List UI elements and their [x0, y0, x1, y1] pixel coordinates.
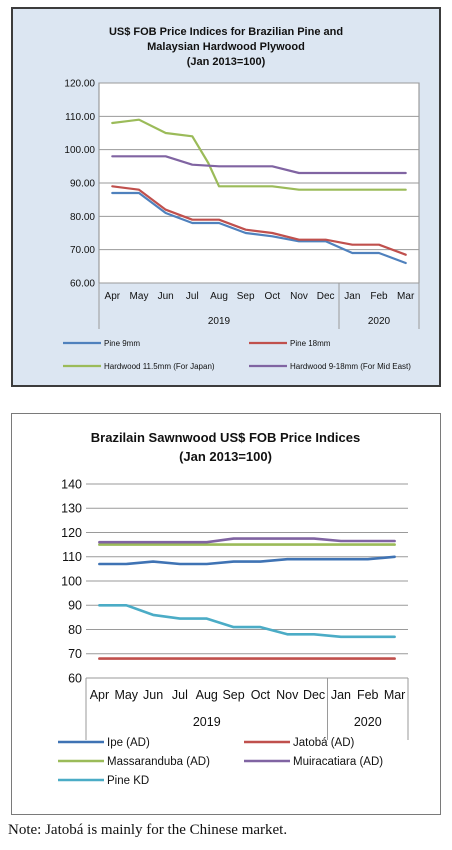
y-tick-label: 90.00	[70, 179, 95, 190]
series-line-4	[98, 604, 396, 639]
x-tick-label: Dec	[317, 291, 335, 302]
legend-label-2: Hardwood 11.5mm (For Japan)	[104, 362, 215, 371]
y-tick-label: 100.00	[64, 145, 95, 156]
y-tick-label: 140	[61, 477, 82, 491]
x-tick-label: Jul	[186, 291, 199, 302]
y-tick-label: 120.00	[64, 79, 95, 90]
legend-label-1: Jatobá (AD)	[293, 737, 355, 749]
x-tick-label: Jun	[158, 291, 174, 302]
x-tick-label: Aug	[196, 688, 218, 702]
chart-title-line: Brazilain Sawnwood US$ FOB Price Indices	[91, 430, 360, 445]
x-tick-label: Sep	[222, 688, 244, 702]
y-tick-label: 130	[61, 502, 82, 516]
x-tick-label: Oct	[251, 688, 271, 702]
year-label: 2019	[193, 715, 221, 729]
y-tick-label: 60.00	[70, 279, 95, 290]
legend-label-4: Pine KD	[107, 775, 149, 787]
y-tick-label: 110.00	[65, 112, 95, 123]
legend-label-1: Pine 18mm	[290, 339, 331, 348]
x-tick-label: Sep	[237, 291, 255, 302]
chart-title-line: (Jan 2013=100)	[179, 449, 272, 464]
x-tick-label: Aug	[210, 291, 228, 302]
y-tick-label: 100	[61, 574, 82, 588]
x-tick-label: Feb	[370, 291, 388, 302]
x-tick-label: Jan	[331, 688, 351, 702]
sawnwood-chart: Brazilain Sawnwood US$ FOB Price Indices…	[58, 430, 409, 787]
plywood-chart-panel: US$ FOB Price Indices for Brazilian Pine…	[11, 7, 441, 387]
y-tick-label: 70.00	[70, 245, 95, 256]
legend-label-3: Hardwood 9-18mm (For Mid East)	[290, 362, 411, 371]
y-tick-label: 80	[68, 623, 82, 637]
y-tick-label: 60	[68, 671, 82, 685]
x-tick-label: May	[130, 291, 149, 302]
year-label: 2020	[368, 316, 391, 327]
series-line-2	[111, 118, 407, 191]
legend-label-3: Muiracatiara (AD)	[293, 756, 383, 768]
y-tick-label: 110	[62, 550, 82, 564]
y-tick-label: 70	[68, 647, 82, 661]
x-tick-label: Oct	[265, 291, 281, 302]
sawnwood-chart-panel: Brazilain Sawnwood US$ FOB Price Indices…	[11, 413, 441, 815]
x-tick-label: Jan	[344, 291, 360, 302]
x-tick-label: Nov	[276, 688, 299, 702]
x-tick-label: May	[114, 688, 138, 702]
series-line-3	[111, 155, 407, 175]
year-label: 2019	[208, 316, 231, 327]
legend-label-0: Pine 9mm	[104, 339, 140, 348]
x-tick-label: Feb	[357, 688, 379, 702]
legend-label-0: Ipe (AD)	[107, 737, 150, 749]
x-tick-label: Jul	[172, 688, 188, 702]
y-tick-label: 80.00	[70, 212, 95, 223]
x-tick-label: Apr	[90, 688, 109, 702]
series-line-3	[98, 537, 396, 544]
chart-title-line: US$ FOB Price Indices for Brazilian Pine…	[109, 26, 343, 38]
y-tick-label: 120	[61, 526, 82, 540]
chart-title-line: Malaysian Hardwood Plywood	[147, 41, 305, 53]
x-tick-label: Dec	[303, 688, 325, 702]
x-tick-label: Nov	[290, 291, 308, 302]
legend-label-2: Massaranduba (AD)	[107, 756, 210, 768]
x-tick-label: Mar	[397, 291, 415, 302]
chart-title-line: (Jan 2013=100)	[187, 56, 266, 68]
year-label: 2020	[354, 715, 382, 729]
plywood-chart: US$ FOB Price Indices for Brazilian Pine…	[63, 26, 420, 371]
x-tick-label: Apr	[105, 291, 121, 302]
footnote: Note: Jatobá is mainly for the Chinese m…	[8, 822, 288, 838]
x-tick-label: Jun	[143, 688, 163, 702]
series-line-0	[98, 555, 396, 566]
series-line-0	[111, 191, 407, 265]
y-tick-label: 90	[68, 599, 82, 613]
series-line-1	[111, 185, 407, 256]
x-tick-label: Mar	[384, 688, 406, 702]
